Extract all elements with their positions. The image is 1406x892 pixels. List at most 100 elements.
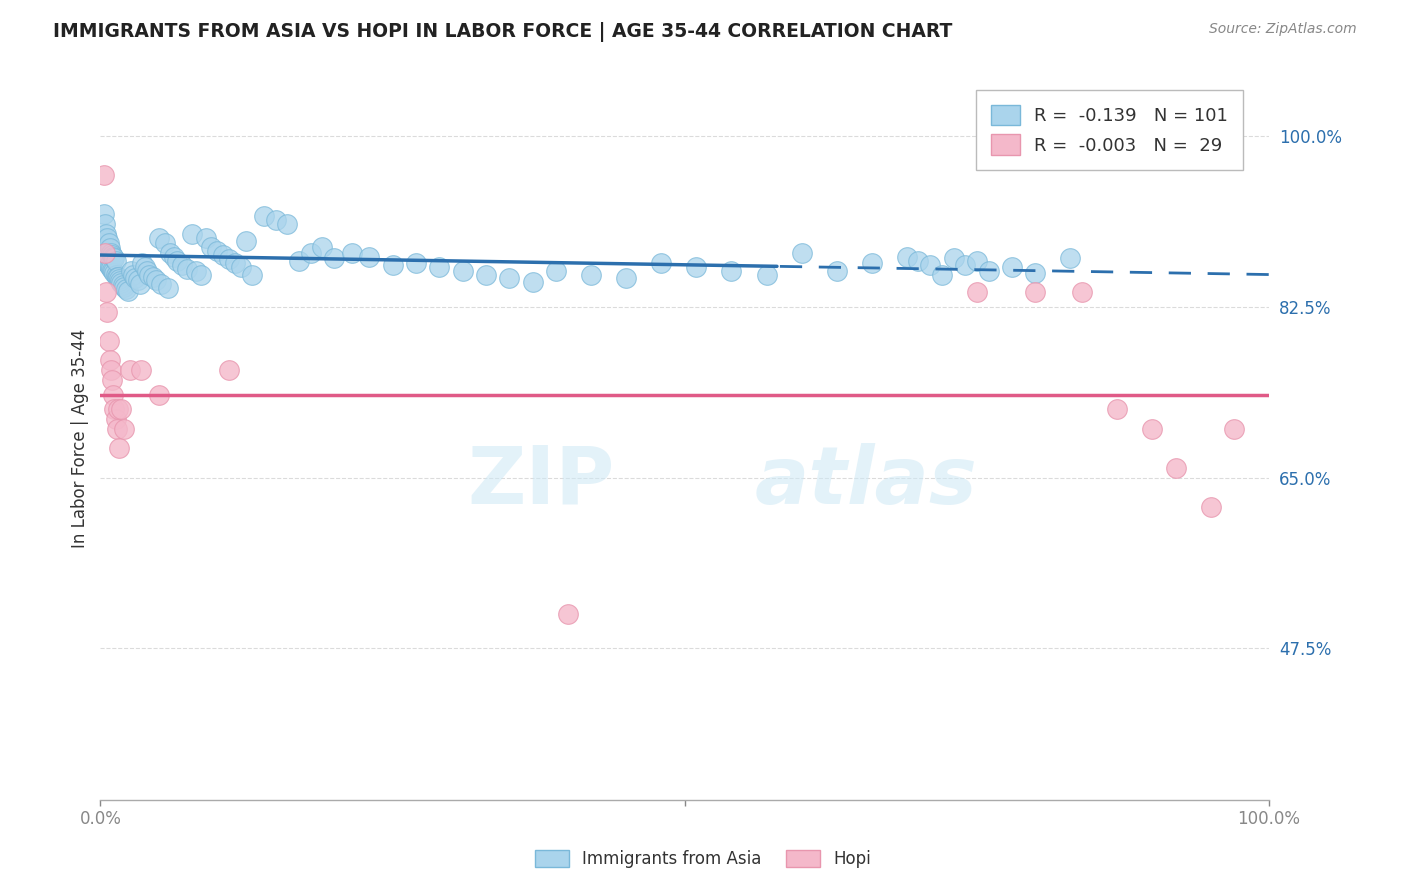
Point [172, 258, 194, 272]
Legend: R =  -0.139   N = 101, R =  -0.003   N =  29: R = -0.139 N = 101, R = -0.003 N = 29 [976, 90, 1243, 169]
Point [522, 276, 544, 290]
Point [931, 268, 953, 282]
Point [218, 252, 240, 266]
Point [112, 422, 135, 436]
Point [103, 402, 125, 417]
Point [966, 253, 988, 268]
Point [110, 402, 132, 417]
Point [1199, 500, 1222, 514]
Point [101, 248, 124, 262]
Point [860, 256, 883, 270]
Point [186, 263, 208, 277]
Point [180, 227, 202, 241]
Point [163, 250, 186, 264]
Point [405, 256, 427, 270]
Point [110, 274, 132, 288]
Point [166, 253, 188, 268]
Text: IMMIGRANTS FROM ASIA VS HOPI IN LABOR FORCE | AGE 35-44 CORRELATION CHART: IMMIGRANTS FROM ASIA VS HOPI IN LABOR FO… [53, 22, 953, 42]
Point [96, 231, 118, 245]
Point [340, 246, 363, 260]
Point [124, 271, 146, 285]
Point [650, 256, 672, 270]
Point [136, 263, 159, 277]
Point [381, 258, 404, 272]
Point [96, 227, 118, 241]
Point [614, 271, 637, 285]
Point [101, 373, 124, 387]
Point [685, 260, 707, 274]
Point [103, 263, 125, 277]
Point [253, 209, 276, 223]
Point [134, 260, 156, 274]
Point [323, 251, 346, 265]
Legend: Immigrants from Asia, Hopi: Immigrants from Asia, Hopi [529, 843, 877, 875]
Point [966, 285, 988, 299]
Point [91, 231, 114, 245]
Point [104, 412, 127, 426]
Point [94, 246, 117, 260]
Point [953, 258, 976, 272]
Point [94, 251, 117, 265]
Point [107, 402, 129, 417]
Point [112, 280, 135, 294]
Point [235, 235, 257, 249]
Point [97, 236, 120, 251]
Point [427, 260, 450, 274]
Point [159, 246, 181, 260]
Point [103, 250, 125, 264]
Point [264, 213, 287, 227]
Point [148, 387, 170, 401]
Point [200, 240, 222, 254]
Point [93, 207, 115, 221]
Point [190, 268, 212, 282]
Point [218, 363, 240, 377]
Point [105, 269, 128, 284]
Point [98, 353, 121, 368]
Point [1107, 402, 1129, 417]
Point [1164, 460, 1187, 475]
Point [153, 236, 176, 251]
Point [94, 217, 117, 231]
Point [101, 262, 124, 277]
Point [1024, 266, 1046, 280]
Point [755, 268, 778, 282]
Point [276, 217, 298, 231]
Point [157, 281, 180, 295]
Point [93, 168, 115, 182]
Text: atlas: atlas [755, 442, 977, 521]
Point [107, 270, 129, 285]
Point [1140, 422, 1163, 436]
Point [138, 268, 160, 282]
Point [97, 258, 120, 272]
Point [229, 260, 252, 274]
Point [907, 253, 929, 268]
Point [557, 607, 579, 621]
Point [93, 244, 115, 259]
Point [150, 277, 173, 292]
Point [896, 250, 918, 264]
Point [111, 278, 134, 293]
Point [104, 253, 127, 268]
Point [97, 334, 120, 348]
Point [1059, 251, 1081, 265]
Point [105, 422, 128, 436]
Point [176, 261, 198, 276]
Text: ZIP: ZIP [467, 442, 614, 521]
Point [108, 442, 131, 456]
Y-axis label: In Labor Force | Age 35-44: In Labor Force | Age 35-44 [72, 329, 89, 548]
Point [451, 263, 474, 277]
Point [108, 272, 131, 286]
Point [96, 253, 118, 268]
Point [103, 251, 125, 265]
Point [579, 268, 602, 282]
Point [942, 251, 965, 265]
Point [546, 263, 568, 277]
Point [96, 256, 118, 270]
Point [103, 387, 125, 401]
Point [142, 269, 165, 284]
Point [299, 246, 322, 260]
Point [145, 273, 167, 287]
Point [100, 246, 122, 260]
Point [1223, 422, 1246, 436]
Point [194, 231, 217, 245]
